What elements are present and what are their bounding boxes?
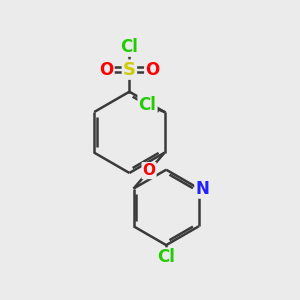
- Text: S: S: [123, 61, 136, 79]
- Text: N: N: [195, 180, 209, 198]
- Text: O: O: [142, 163, 156, 178]
- Text: Cl: Cl: [157, 248, 175, 266]
- Text: O: O: [145, 61, 160, 79]
- Text: Cl: Cl: [139, 96, 156, 114]
- Text: O: O: [99, 61, 113, 79]
- Text: Cl: Cl: [121, 38, 138, 56]
